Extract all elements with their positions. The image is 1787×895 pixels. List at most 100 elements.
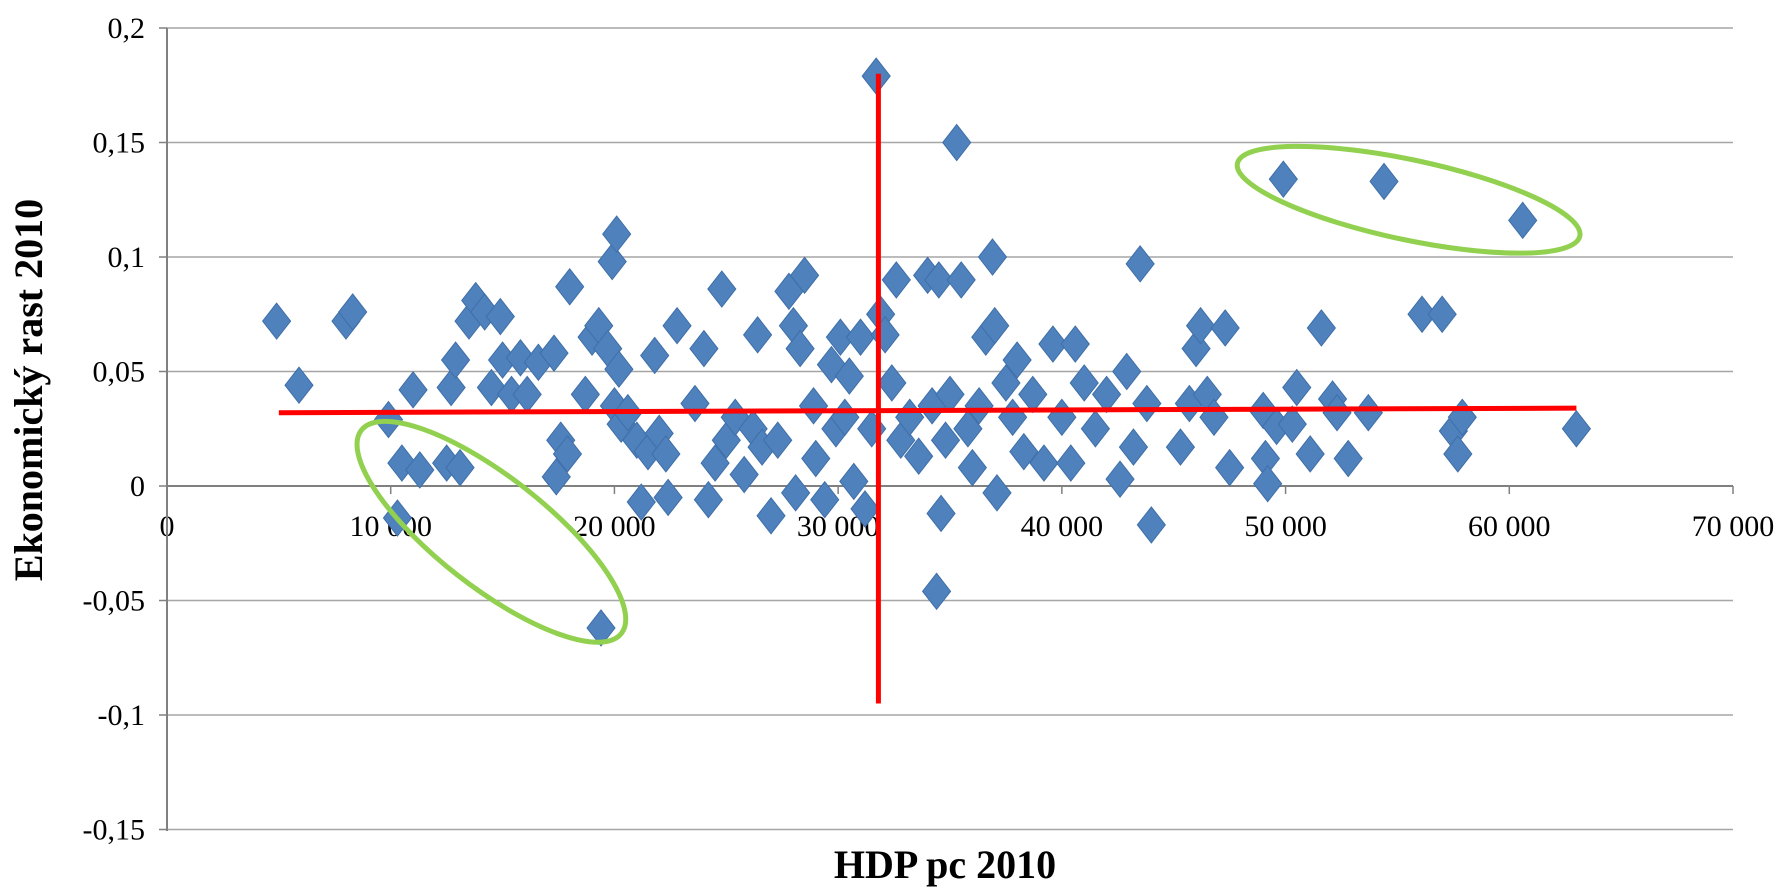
data-point xyxy=(1002,341,1032,379)
data-point xyxy=(930,421,961,460)
x-tick-label: 60 000 xyxy=(1468,510,1551,543)
data-point xyxy=(1136,506,1166,544)
data-point xyxy=(834,357,864,395)
data-point xyxy=(505,338,536,377)
y-tick-label: 0 xyxy=(130,470,145,503)
data-point xyxy=(921,572,952,611)
data-point xyxy=(541,458,571,496)
data-point xyxy=(1047,398,1077,437)
gridlines xyxy=(159,27,1734,831)
data-point xyxy=(1333,439,1363,478)
data-point xyxy=(1056,444,1086,482)
x-tick-label: 70 000 xyxy=(1692,510,1775,543)
data-point xyxy=(1105,460,1135,498)
data-point xyxy=(825,318,856,356)
y-tick-label: -0,05 xyxy=(83,585,146,618)
x-axis-title: HDP pc 2010 xyxy=(834,842,1056,887)
data-point xyxy=(586,609,616,647)
data-point xyxy=(1060,325,1090,363)
data-point xyxy=(1018,375,1048,414)
data-point xyxy=(756,496,786,535)
data-point xyxy=(781,474,811,512)
data-point xyxy=(1277,405,1307,443)
y-tick-label: -0,1 xyxy=(98,699,146,732)
y-tick-labels: 0,2 0,15 0,1 0,05 0 -0,05 -0,1 -0,15 xyxy=(83,12,146,847)
highlight-ellipses xyxy=(354,143,1583,645)
data-point xyxy=(689,329,719,368)
data-point xyxy=(1268,160,1298,198)
data-point xyxy=(957,448,988,487)
data-point xyxy=(924,261,954,299)
data-point xyxy=(602,215,632,253)
data-point xyxy=(1508,201,1538,240)
data-point xyxy=(640,336,670,375)
data-point xyxy=(1215,448,1245,487)
mean-line-horizontal xyxy=(278,405,1577,416)
data-point xyxy=(1210,309,1240,347)
y-tick-label: 0,1 xyxy=(108,241,146,274)
data-point xyxy=(729,455,759,494)
data-point xyxy=(998,398,1028,437)
data-point xyxy=(1185,306,1216,345)
data-point xyxy=(597,242,627,281)
data-point xyxy=(1165,428,1196,466)
data-point xyxy=(1253,464,1283,503)
data-point xyxy=(436,368,466,407)
data-point xyxy=(1353,393,1383,432)
data-point xyxy=(398,371,428,409)
data-point xyxy=(789,256,820,295)
data-point xyxy=(881,261,911,299)
data-point xyxy=(1181,329,1211,368)
data-point xyxy=(946,261,976,299)
data-point xyxy=(651,435,681,473)
y-tick-label: 0,15 xyxy=(93,127,146,160)
data-point xyxy=(700,444,730,482)
y-axis-title: Ekonomický rast 2010 xyxy=(6,199,51,581)
data-point xyxy=(261,302,292,340)
data-point xyxy=(405,451,435,489)
data-point xyxy=(512,375,542,414)
data-point xyxy=(1118,428,1149,466)
data-point xyxy=(284,366,314,405)
data-point xyxy=(1282,368,1312,407)
data-point xyxy=(626,483,656,521)
data-point xyxy=(1069,364,1099,402)
y-tick-label: 0,2 xyxy=(108,12,146,45)
data-point xyxy=(707,270,737,308)
data-point xyxy=(742,316,773,354)
data-point xyxy=(991,364,1021,402)
x-tick-label: 50 000 xyxy=(1244,510,1327,543)
data-point xyxy=(440,341,471,379)
data-point xyxy=(693,480,724,519)
data-point xyxy=(539,334,569,372)
data-point xyxy=(1295,435,1325,473)
mean-lines xyxy=(278,73,1577,704)
data-point xyxy=(1009,432,1039,471)
data-point xyxy=(604,350,634,389)
data-point xyxy=(977,238,1008,276)
data-point xyxy=(850,490,880,528)
data-point xyxy=(839,462,869,501)
data-point xyxy=(1125,245,1155,283)
data-point xyxy=(942,123,972,162)
data-point xyxy=(857,409,887,448)
data-point xyxy=(877,364,907,402)
data-point xyxy=(1369,162,1399,201)
data-point xyxy=(904,437,934,476)
data-point xyxy=(1091,375,1122,414)
data-point xyxy=(1080,409,1111,448)
data-point xyxy=(926,494,956,533)
data-point xyxy=(570,375,600,414)
data-point xyxy=(785,329,815,368)
data-point xyxy=(1038,325,1068,363)
data-point xyxy=(662,306,692,345)
data-point xyxy=(1112,352,1142,391)
data-point xyxy=(445,448,475,487)
data-point xyxy=(1443,435,1473,473)
y-tick-label: 0,05 xyxy=(93,356,146,389)
data-point xyxy=(552,435,583,473)
data-point xyxy=(801,439,831,478)
data-point xyxy=(964,387,994,425)
data-point xyxy=(798,387,829,425)
